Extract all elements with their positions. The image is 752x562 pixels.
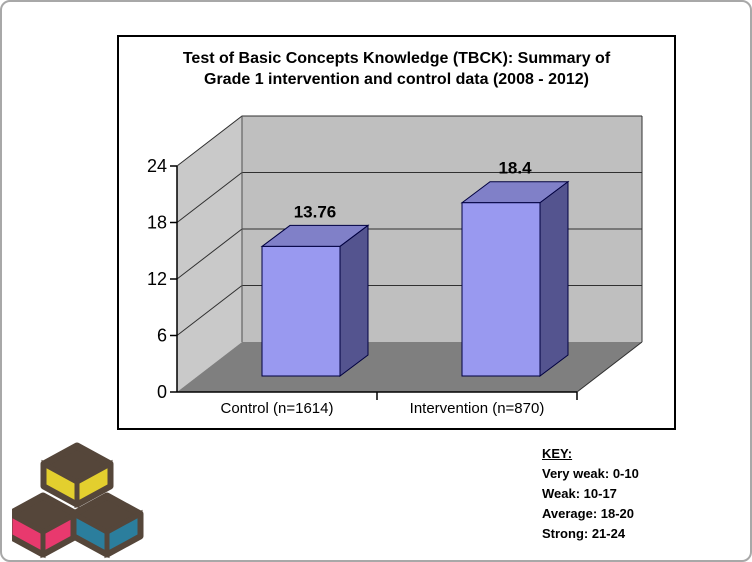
top-cube-right-face [74, 459, 113, 509]
key-entry-average: Average: 18-20 [542, 506, 635, 521]
bar-side-face-0 [339, 224, 369, 377]
chart-title-line2: Grade 1 intervention and control data (2… [204, 71, 589, 88]
key-heading: KEY: [542, 446, 573, 461]
plot-svg: 0 6 12 18 24 13.76 18.4 Control (n=1614) Interve… [147, 115, 643, 417]
y-tick-label-24: 24 [147, 156, 167, 176]
data-label-0: 13.76 [294, 202, 337, 221]
three-cubes-logo [12, 442, 144, 559]
y-tick-label-12: 12 [147, 269, 167, 289]
bar-side-face-1 [539, 180, 569, 377]
category-label-1: Intervention (n=870) [410, 400, 545, 417]
y-tick-label-6: 6 [157, 326, 167, 346]
floor [177, 342, 642, 392]
key-entry-weak: Weak: 10-17 [542, 486, 617, 501]
key-entry-very-weak: Very weak: 0-10 [542, 466, 639, 481]
bar-front-face-1 [461, 202, 541, 377]
right-cube-right-face [104, 509, 143, 559]
key-panel: KEY: Very weak: 0-10 Weak: 10-17 Average… [542, 444, 742, 544]
floor-right-edge [576, 341, 643, 393]
y-tick-label-18: 18 [147, 213, 167, 233]
bar-front-face-0 [261, 245, 341, 377]
chart-title: Test of Basic Concepts Knowledge (TBCK):… [119, 48, 674, 90]
chart-title-line1: Test of Basic Concepts Knowledge (TBCK):… [182, 50, 611, 67]
data-label-1: 18.4 [498, 159, 532, 178]
y-tick-label-0: 0 [157, 382, 167, 402]
chart-frame: Test of Basic Concepts Knowledge (TBCK):… [117, 35, 676, 430]
key-entry-strong: Strong: 21-24 [542, 526, 626, 541]
category-label-0: Control (n=1614) [221, 400, 334, 417]
